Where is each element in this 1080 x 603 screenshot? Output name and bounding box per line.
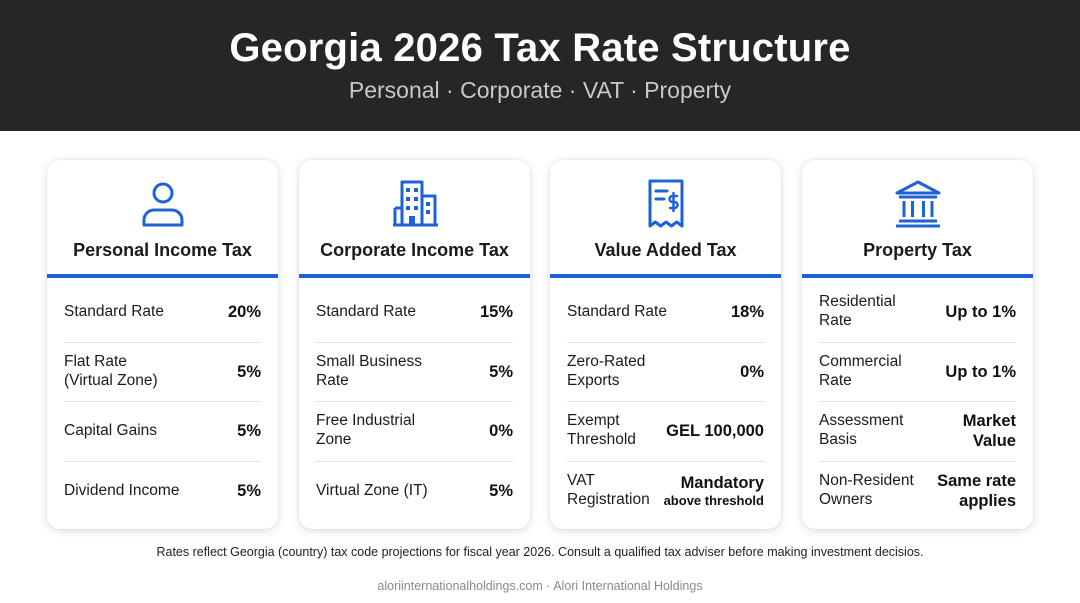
row-label: Zero-Rated Exports: [567, 352, 646, 389]
table-row: Flat Rate (Virtual Zone) 5%: [64, 343, 261, 402]
card-title: Personal Income Tax: [73, 240, 252, 260]
row-label: Exempt Threshold: [567, 412, 636, 449]
card-value-added-tax: Value Added Tax Standard Rate 18% Zero-R…: [550, 160, 781, 529]
row-value: 20%: [227, 303, 261, 322]
row-value: 5%: [237, 482, 261, 501]
table-row: Assessment Basis Market Value: [819, 402, 1016, 462]
row-label: Free Industrial Zone: [316, 412, 416, 449]
accent-bar: [802, 274, 1033, 278]
card-title: Property Tax: [863, 240, 972, 260]
row-label: Dividend Income: [64, 481, 180, 499]
row-label: Small Business Rate: [316, 352, 422, 389]
row-label: Standard Rate: [567, 302, 667, 320]
table-row: Standard Rate 18%: [567, 283, 764, 343]
card-property-tax: Property Tax Residential Rate Up to 1% C…: [802, 160, 1033, 529]
row-value: 0%: [740, 362, 764, 381]
building-icon: [299, 178, 530, 230]
person-icon: [47, 178, 278, 230]
table-row: Commercial Rate Up to 1%: [819, 343, 1016, 402]
row-value: 5%: [237, 362, 261, 381]
card-personal-income-tax: Personal Income Tax Standard Rate 20% Fl…: [47, 160, 278, 529]
row-label: VAT Registration: [567, 472, 650, 509]
row-value: Up to 1%: [945, 362, 1016, 381]
header-banner: Georgia 2026 Tax Rate Structure Personal…: [0, 0, 1080, 131]
bank-icon: [802, 178, 1033, 230]
table-row: Non-Resident Owners Same rate applies: [819, 462, 1016, 522]
table-row: Residential Rate Up to 1%: [819, 283, 1016, 343]
row-value: Market Value: [962, 412, 1016, 451]
row-value-sub: above threshold: [663, 493, 764, 509]
table-row: Small Business Rate 5%: [316, 343, 513, 402]
table-row: Free Industrial Zone 0%: [316, 402, 513, 462]
table-row: Standard Rate 20%: [64, 283, 261, 343]
page-title: Georgia 2026 Tax Rate Structure: [229, 26, 851, 70]
footer-credit: aloriinternationalholdings.com · Alori I…: [377, 579, 703, 593]
table-row: Exempt Threshold GEL 100,000: [567, 402, 764, 462]
row-value: Mandatory above threshold: [664, 473, 764, 509]
card-title: Value Added Tax: [594, 240, 737, 260]
row-value: Up to 1%: [945, 303, 1016, 322]
accent-bar: [299, 274, 530, 278]
row-label: Standard Rate: [64, 302, 164, 320]
row-label: Non-Resident Owners: [819, 472, 914, 509]
row-value: 15%: [479, 303, 513, 322]
row-label: Residential Rate: [819, 293, 896, 330]
accent-bar: [47, 274, 278, 278]
accent-bar: [550, 274, 781, 278]
table-row: Zero-Rated Exports 0%: [567, 343, 764, 402]
table-row: Virtual Zone (IT) 5%: [316, 462, 513, 522]
row-value: Same rate applies: [937, 472, 1016, 511]
table-row: VAT Registration Mandatory above thresho…: [567, 462, 764, 522]
row-value: 5%: [489, 362, 513, 381]
row-value: GEL 100,000: [666, 422, 764, 441]
card-corporate-income-tax: Corporate Income Tax Standard Rate 15% S…: [299, 160, 530, 529]
row-value: 5%: [237, 422, 261, 441]
table-row: Dividend Income 5%: [64, 462, 261, 522]
card-title: Corporate Income Tax: [320, 240, 509, 260]
row-label: Virtual Zone (IT): [316, 481, 428, 499]
table-row: Standard Rate 15%: [316, 283, 513, 343]
row-value: 18%: [730, 303, 764, 322]
row-label: Capital Gains: [64, 421, 158, 439]
row-value: 5%: [489, 482, 513, 501]
page-subtitle: Personal · Corporate · VAT · Property: [348, 77, 732, 103]
row-label: Flat Rate (Virtual Zone): [64, 352, 158, 389]
row-label: Commercial Rate: [819, 352, 902, 389]
footnote: Rates reflect Georgia (country) tax code…: [156, 545, 924, 559]
receipt-dollar-icon: [550, 178, 781, 230]
tax-cards: Personal Income Tax Standard Rate 20% Fl…: [47, 160, 1033, 529]
row-label: Standard Rate: [316, 302, 416, 320]
row-value-main: Mandatory: [680, 474, 764, 493]
table-row: Capital Gains 5%: [64, 402, 261, 462]
row-label: Assessment Basis: [819, 412, 904, 449]
row-value: 0%: [489, 422, 513, 441]
